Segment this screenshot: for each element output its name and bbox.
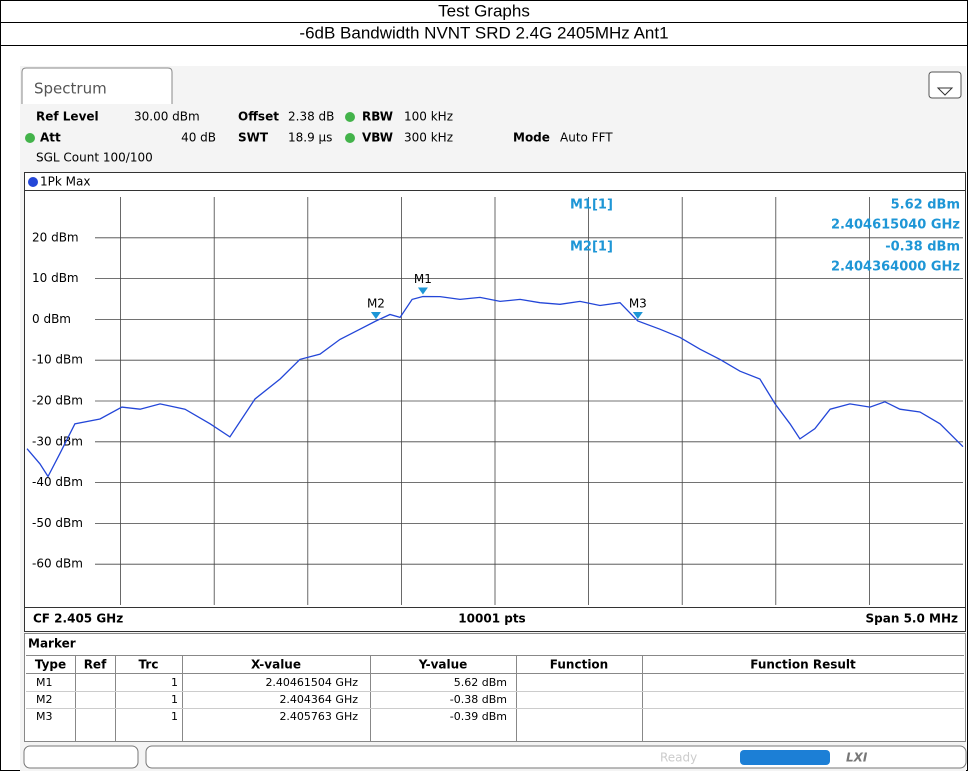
- setting-value: 18.9 µs: [288, 131, 332, 145]
- cell-trace: 1: [171, 710, 178, 723]
- column-header: Ref: [84, 658, 107, 672]
- cell-y: 5.62 dBm: [454, 676, 507, 689]
- trace-label: 1Pk Max: [40, 175, 90, 189]
- setting-label: RBW: [362, 110, 393, 124]
- setting-label: SWT: [238, 131, 269, 145]
- marker-table-frame: [24, 633, 966, 742]
- setting-label: Ref Level: [36, 110, 99, 124]
- cell-y: -0.38 dBm: [450, 693, 507, 706]
- y-tick-label: 10 dBm: [32, 271, 79, 285]
- cell-y: -0.39 dBm: [450, 710, 507, 723]
- marker-table-title: Marker: [28, 637, 76, 651]
- cell-type: M2: [36, 693, 53, 706]
- readout-level: -0.38 dBm: [885, 240, 960, 255]
- status-field: [23, 745, 139, 769]
- tab[interactable]: [21, 67, 173, 104]
- column-header: Function Result: [750, 658, 856, 672]
- center-frequency: CF 2.405 GHz: [33, 612, 123, 626]
- setting-value: 100 kHz: [404, 110, 453, 124]
- menu-button[interactable]: [928, 71, 962, 99]
- y-tick-label: 0 dBm: [32, 312, 71, 326]
- column-header: Trc: [139, 658, 159, 672]
- y-tick-label: -10 dBm: [32, 353, 83, 367]
- y-tick-label: -50 dBm: [32, 516, 83, 530]
- setting-label: VBW: [362, 131, 393, 145]
- cell-trace: 1: [171, 676, 178, 689]
- marker-table: Type Ref Trc X-value Y-value Function Function…: [26, 655, 964, 741]
- marker-label: M3: [629, 296, 647, 310]
- status-dot: [25, 133, 35, 143]
- marker: [632, 311, 643, 319]
- span: Span 5.0 MHz: [866, 612, 958, 626]
- status-bar: [145, 745, 967, 769]
- points: 10001 pts: [458, 612, 525, 626]
- setting-value: 30.00 dBm: [134, 110, 200, 124]
- marker-label: M1: [414, 272, 432, 286]
- y-tick-label: -20 dBm: [32, 394, 83, 408]
- readout-level: 5.62 dBm: [891, 198, 960, 213]
- title: Test Graphs: [438, 1, 530, 20]
- setting-label: Mode: [513, 131, 550, 145]
- tab-label[interactable]: Spectrum: [34, 80, 107, 98]
- marker: [370, 311, 381, 319]
- cell-type: M3: [36, 710, 53, 723]
- setting-value: Auto FFT: [560, 131, 613, 145]
- setting-value: 40 dB: [181, 131, 216, 145]
- marker: [417, 287, 428, 295]
- sgl-count: SGL Count 100/100: [36, 151, 153, 165]
- status-ready: Ready: [660, 751, 697, 765]
- trace-dot: [28, 177, 38, 187]
- readout-name: M2[1]: [570, 240, 613, 255]
- setting-value: 2.38 dB: [288, 110, 334, 124]
- y-tick-label: 20 dBm: [32, 230, 79, 244]
- column-header: Type: [35, 658, 66, 672]
- column-header: Y-value: [418, 658, 468, 672]
- y-tick-label: -40 dBm: [32, 475, 83, 489]
- menu-icon: [936, 87, 954, 96]
- readout-frequency: 2.404615040 GHz: [831, 218, 960, 233]
- column-header: Function: [550, 658, 608, 672]
- readout-frequency: 2.404364000 GHz: [831, 260, 960, 275]
- cell-type: M1: [36, 676, 53, 689]
- y-tick-label: -60 dBm: [32, 557, 83, 571]
- status-dot: [345, 112, 355, 122]
- progress: [740, 750, 830, 765]
- cell-x: 2.404364 GHz: [279, 693, 358, 706]
- setting-value: 300 kHz: [404, 131, 453, 145]
- setting-label: Offset: [238, 110, 279, 124]
- trace: [26, 295, 964, 478]
- y-tick-label: -30 dBm: [32, 434, 83, 448]
- setting-label: Att: [40, 131, 61, 145]
- marker-label: M2: [367, 296, 385, 310]
- status-dot: [345, 133, 355, 143]
- cell-x: 2.40461504 GHz: [265, 676, 358, 689]
- cell-trace: 1: [171, 693, 178, 706]
- subtitle: -6dB Bandwidth NVNT SRD 2.4G 2405MHz Ant…: [299, 23, 668, 42]
- readout-name: M1[1]: [570, 198, 613, 213]
- cell-x: 2.405763 GHz: [279, 710, 358, 723]
- column-header: X-value: [251, 658, 301, 672]
- lxi-logo: LXI: [846, 751, 868, 765]
